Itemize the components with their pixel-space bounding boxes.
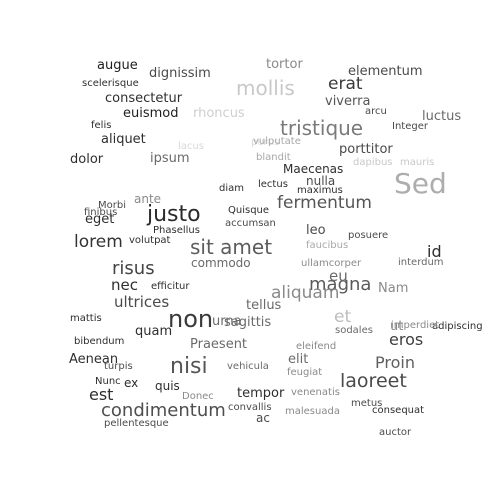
word: nulla [306,174,336,188]
word: magna [309,274,372,295]
word: tristique [280,116,364,140]
word: luctus [422,109,462,124]
word: turpis [104,361,133,372]
word: risus [112,258,155,279]
word: dignissim [149,66,211,81]
word: eros [389,330,424,349]
word: pellentesque [104,418,169,429]
word: posuere [348,230,389,241]
word: est [89,385,114,404]
word: accumsan [225,218,276,229]
word: consequat [372,405,425,416]
word: justo [147,202,201,227]
word: tellus [246,298,282,313]
word: finibus [84,207,118,218]
word: ipsum [150,151,190,166]
word: auctor [379,427,412,438]
word: Nunc [95,376,121,387]
word: quam [135,324,173,339]
word: adipiscing [432,321,483,332]
word: blandit [256,152,291,163]
word: bibendum [74,336,125,347]
word: laoreet [340,370,407,392]
word: elit [288,352,309,367]
word: vulputate [253,136,301,147]
word: ut [390,319,404,334]
word: volutpat [129,235,171,246]
word: Praesent [190,337,248,352]
word: eu [329,267,348,285]
word: rhoncus [193,106,245,121]
word: sodales [335,325,373,336]
word: sagittis [224,315,272,330]
word: dapibus [353,157,393,168]
word: leo [306,223,326,238]
word: lacus [178,141,204,152]
word: Proin [375,353,415,372]
word: viverra [325,94,371,109]
word: convallis [228,402,272,413]
word: erat [328,74,363,94]
word: diam [219,183,244,194]
word: maximus [297,185,343,196]
word: Aenean [69,352,119,367]
word: ultrices [114,293,170,311]
word: mollis [236,76,295,100]
word: non [168,305,214,333]
word: Morbi [98,200,126,211]
word: condimentum [101,400,226,421]
word: feugiat [287,367,323,378]
word: porttitor [339,142,393,157]
word: felis [91,120,112,131]
word: Quisque [228,205,270,216]
word: ac [256,411,270,425]
word: urna [212,314,242,329]
word: mauris [400,157,435,168]
word: Integer [392,121,428,132]
word: ante [134,192,162,206]
word: malesuada [285,406,340,417]
word: fermentum [277,193,372,213]
word: vehicula [227,361,269,372]
word: purus [251,137,280,148]
word: ex [124,376,139,390]
word: arcu [365,106,387,117]
word: id [427,242,442,261]
word: imperdiet [391,320,440,331]
word: Sed [394,167,447,200]
word: faucibus [306,240,349,251]
word: euismod [123,106,179,121]
word: consectetur [105,91,183,106]
word: nec [111,276,138,294]
word: metus [351,398,383,409]
word: Maecenas [283,162,344,176]
word: ullamcorper [301,258,362,269]
word: sit amet [190,235,273,259]
word: scelerisque [82,78,139,89]
word: augue [97,58,138,73]
word: venenatis [291,387,340,398]
word: Phasellus [153,225,200,236]
word: et [334,307,352,327]
word: commodo [191,256,251,270]
word: aliquam [271,283,340,303]
word: tortor [266,57,303,72]
word: quis [155,379,180,393]
word: efficitur [151,281,190,292]
word: mattis [70,313,102,324]
word: lectus [258,179,288,190]
word: Donec [182,391,214,402]
word: Nam [378,281,409,296]
word: interdum [398,257,444,268]
word: tempor [237,386,285,401]
word: eget [85,212,115,227]
word: aliquet [101,132,146,147]
word: lorem [74,232,123,252]
word: eleifend [296,341,337,352]
word: nisi [170,354,208,379]
word: elementum [348,64,423,79]
word: dolor [70,152,104,167]
